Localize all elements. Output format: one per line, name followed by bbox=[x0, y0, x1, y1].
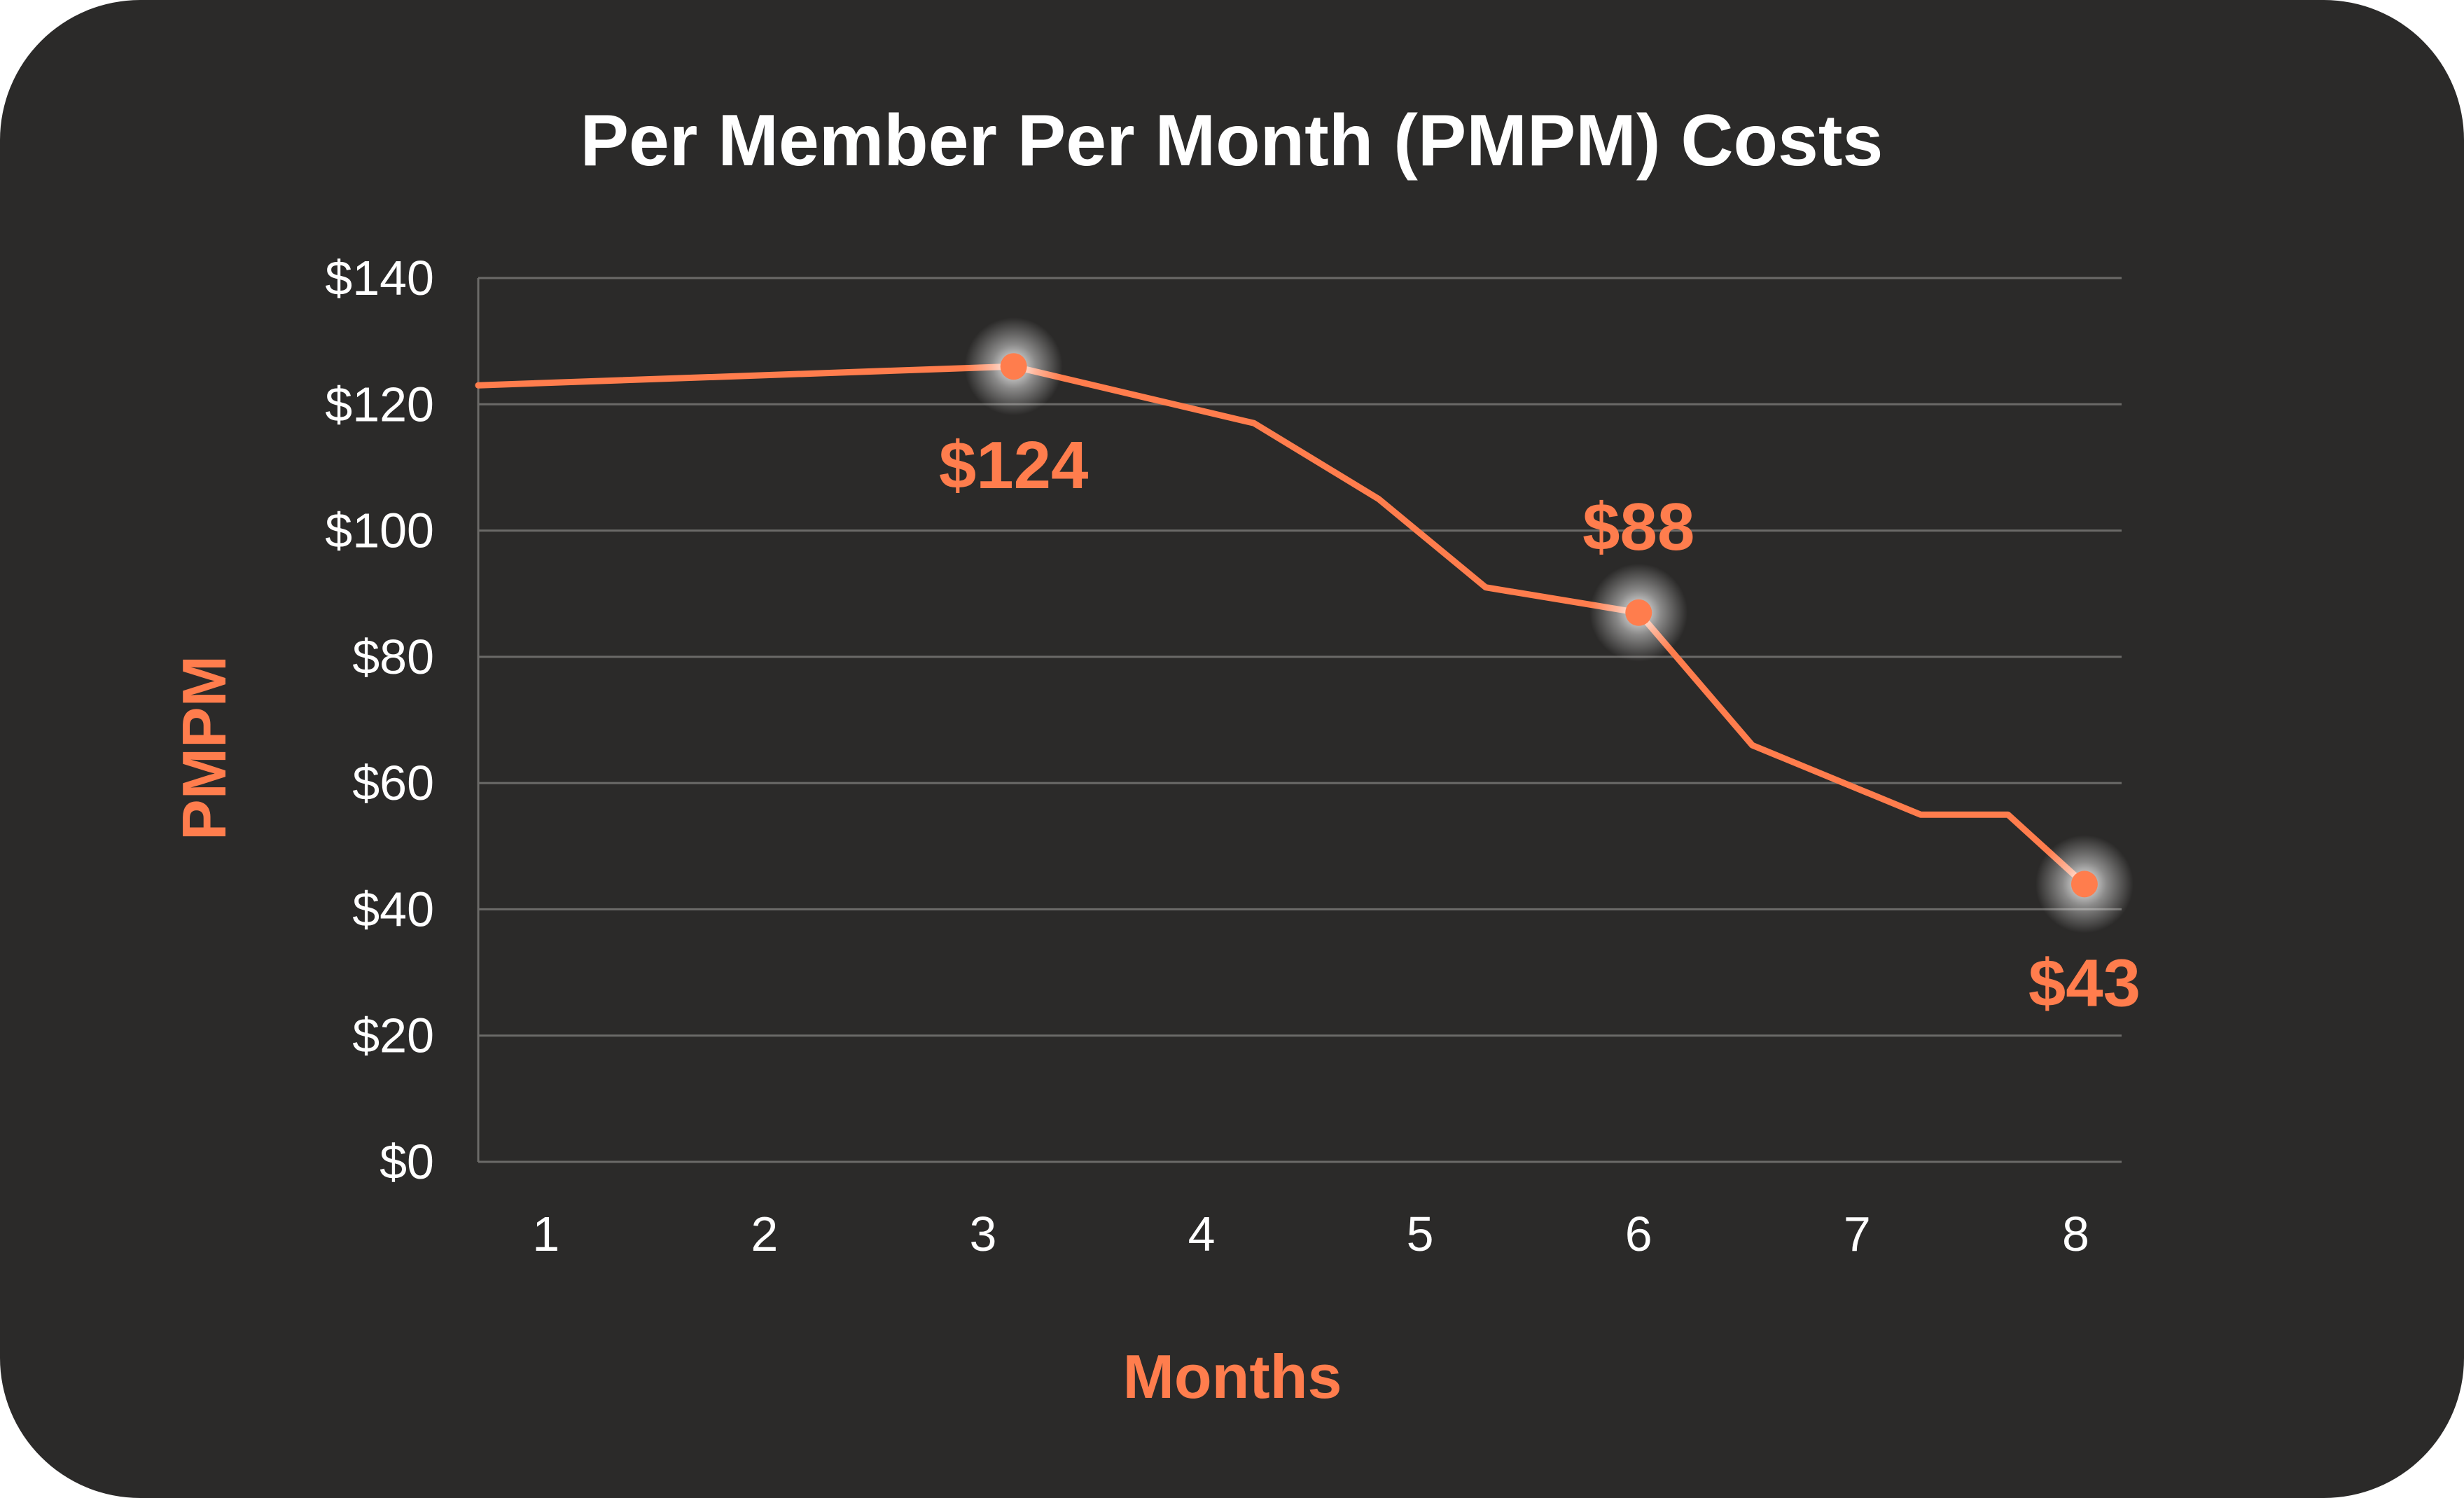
chart-title: Per Member Per Month (PMPM) Costs bbox=[580, 100, 1884, 181]
y-tick-label: $0 bbox=[380, 1135, 434, 1189]
x-tick-labels: 1 2 3 4 5 6 7 8 bbox=[532, 1207, 2089, 1261]
x-tick-label: 1 bbox=[532, 1207, 559, 1261]
y-tick-labels: $0 $20 $40 $60 $80 $100 $120 $140 bbox=[325, 251, 434, 1189]
highlight-points bbox=[964, 317, 2134, 934]
x-tick-label: 8 bbox=[2062, 1207, 2089, 1261]
x-tick-label: 6 bbox=[1625, 1207, 1652, 1261]
x-tick-label: 3 bbox=[969, 1207, 996, 1261]
grid-layer bbox=[478, 277, 2122, 1037]
y-tick-label: $60 bbox=[352, 756, 434, 810]
value-callout: $88 bbox=[1582, 490, 1694, 564]
y-tick-label: $120 bbox=[325, 377, 434, 431]
highlight-point bbox=[2070, 871, 2098, 898]
highlight-point bbox=[1625, 599, 1652, 626]
x-tick-label: 4 bbox=[1188, 1207, 1216, 1261]
axis-layer bbox=[477, 278, 2122, 1163]
y-tick-label: $20 bbox=[352, 1008, 434, 1063]
x-axis-title: Months bbox=[1123, 1342, 1342, 1411]
y-tick-label: $80 bbox=[352, 630, 434, 684]
value-callout: $124 bbox=[939, 428, 1089, 503]
y-tick-label: $40 bbox=[352, 882, 434, 936]
highlight-point bbox=[1000, 353, 1027, 380]
pmpm-series-line bbox=[475, 363, 2088, 887]
value-callouts: $124 $88 $43 bbox=[939, 428, 2141, 1020]
series-layer bbox=[475, 363, 2088, 887]
y-axis-title: PMPM bbox=[169, 656, 239, 840]
value-callout: $43 bbox=[2028, 945, 2141, 1020]
y-tick-label: $100 bbox=[325, 504, 434, 558]
y-tick-label: $140 bbox=[325, 251, 434, 305]
x-tick-label: 5 bbox=[1407, 1207, 1434, 1261]
x-tick-label: 2 bbox=[751, 1207, 778, 1261]
x-tick-label: 7 bbox=[1844, 1207, 1871, 1261]
